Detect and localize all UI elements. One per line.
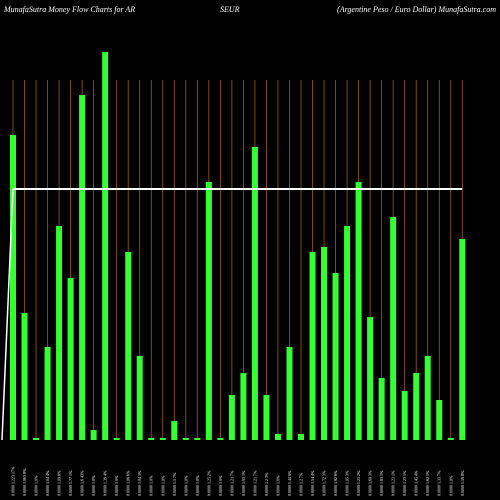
- bar: [298, 434, 304, 440]
- bar: [263, 395, 270, 440]
- x-tick-label: 0.0000 1.45 4%: [414, 470, 419, 496]
- x-tick-label: 0.0000 1.0%: [34, 475, 39, 496]
- x-tick-label: 0.0000 1.92 6%: [333, 470, 338, 496]
- x-tick-label: 0.0000 1.223 17%: [11, 466, 16, 496]
- bar: [125, 252, 132, 440]
- bar: [217, 438, 224, 440]
- average-rise: [1, 188, 14, 441]
- x-tick-label: 0.0000 1.23 1%: [402, 470, 407, 496]
- bar: [447, 438, 454, 440]
- bar: [240, 373, 247, 440]
- x-tick-label: 0.0000 1.6 43%: [80, 470, 85, 496]
- bar: [148, 438, 155, 440]
- bar: [136, 356, 143, 440]
- x-tick-label: 0.0000 1.77 1%: [68, 470, 73, 496]
- bar: [332, 273, 339, 440]
- x-tick-label: 0.0000 1.0%: [149, 475, 154, 496]
- x-tick-label: 0.0000 1.0%: [183, 475, 188, 496]
- bar: [205, 182, 212, 440]
- x-tick-label: 0.0000 1.0%: [114, 475, 119, 496]
- x-tick-label: 0.0000 1.39 4%: [103, 470, 108, 496]
- x-tick-label: 0.0000 1.0%: [275, 475, 280, 496]
- bar: [182, 438, 189, 440]
- x-tick-label: 0.0000 1.04 3%: [137, 470, 142, 496]
- chart-subtitle: (Argentine Peso / Euro Dollar) MunafaSut…: [337, 5, 496, 14]
- x-tick-label: 0.0000 1.33 7%: [437, 470, 442, 496]
- bar: [459, 239, 466, 440]
- bar: [344, 226, 351, 440]
- x-tick-label: 0.0000 1.83 1%: [379, 470, 384, 496]
- bar: [378, 378, 385, 440]
- x-tick-label: 0.0000 1.05 3%: [345, 470, 350, 496]
- bar: [321, 247, 328, 440]
- bar: [309, 252, 316, 440]
- bar: [424, 356, 431, 440]
- x-tick-label: 0.0000 1.21 7%: [229, 470, 234, 496]
- bar: [113, 438, 120, 440]
- x-tick-label: 0.0000 1.09 8%: [57, 470, 62, 496]
- bar: [251, 147, 258, 440]
- bar: [194, 438, 201, 440]
- bar: [159, 438, 166, 440]
- x-tick-label: 0.0000 1.23 1%: [391, 470, 396, 496]
- bar: [67, 278, 74, 440]
- x-tick-label: 0.0000 1.0%: [195, 475, 200, 496]
- x-tick-label: 0.0000 1.59 8%: [460, 470, 465, 496]
- chart-title-symbol: SEUR: [220, 5, 240, 14]
- x-tick-label: 0.0000 1.06 6%: [126, 470, 131, 496]
- bar: [79, 95, 86, 440]
- x-tick-label: 0.0000 1.5 7%: [172, 472, 177, 496]
- x-tick-label: 0.0000 1.44 6%: [287, 470, 292, 496]
- bar: [413, 373, 420, 440]
- bar: [102, 52, 109, 440]
- x-tick-label: 0.0000 1.72 3%: [322, 470, 327, 496]
- chart-title: MunafaSutra Money Flow Charts for AR: [3, 5, 135, 14]
- x-tick-label: 0.0000 1.25 2%: [206, 470, 211, 496]
- bar: [401, 391, 408, 440]
- x-tick-label: 0.0000 1.0%: [448, 475, 453, 496]
- x-tick-label: 0.0000 1.2 7%: [299, 472, 304, 496]
- x-tick-label: 0.0000 1.93 1%: [241, 470, 246, 496]
- bar: [274, 434, 281, 440]
- bar: [44, 347, 51, 440]
- x-tick-label: 0.0000 1.21 7%: [252, 470, 257, 496]
- bar: [171, 421, 178, 440]
- x-tick-label: 0.0000 1.62 1%: [425, 470, 430, 496]
- bar: [56, 226, 63, 440]
- x-tick-label: 0.0000 1.0%: [160, 475, 165, 496]
- x-tick-label: 0.0000 1.04 4%: [45, 470, 50, 496]
- x-tick-label: 0.0000 1.0%: [218, 475, 223, 496]
- bar: [286, 347, 293, 440]
- bar: [367, 317, 374, 440]
- bar: [390, 217, 397, 440]
- x-tick-label: 0.0000 1.54 4%: [310, 470, 315, 496]
- x-tick-label: 0.0000 1.2 3%: [264, 472, 269, 496]
- x-tick-label: 0.0000 1.0%: [91, 475, 96, 496]
- bar: [10, 135, 16, 440]
- x-tick-label: 0.0000 1.063 8%: [22, 468, 27, 496]
- bar: [228, 395, 235, 440]
- bar: [355, 182, 362, 440]
- x-tick-label: 0.0000 1.25 2%: [356, 470, 361, 496]
- bar: [90, 430, 97, 440]
- x-tick-label: 0.0000 1.60 3%: [368, 470, 373, 496]
- bar: [21, 313, 28, 440]
- bar: [33, 438, 40, 440]
- bar: [436, 400, 443, 440]
